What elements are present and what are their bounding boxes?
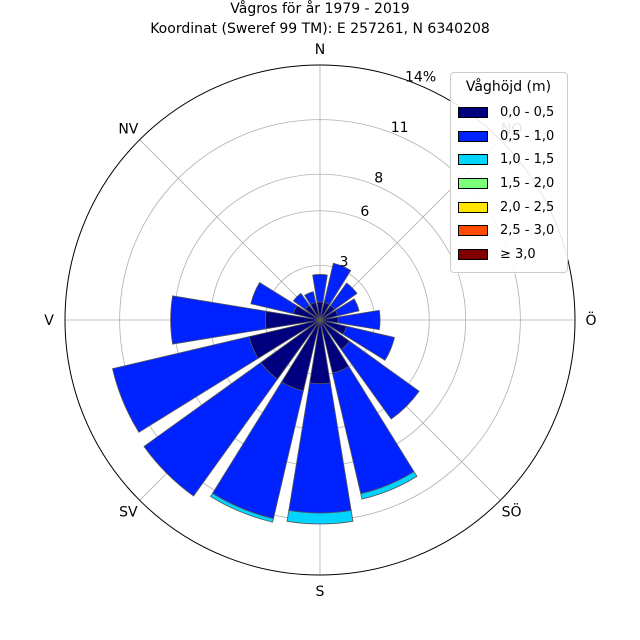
rose-bar-segment <box>334 298 360 317</box>
direction-label: N <box>315 42 325 58</box>
radial-tick-label: 11 <box>391 120 409 136</box>
legend-label: 1,5 - 2,0 <box>500 176 555 192</box>
legend-item: 1,0 - 1,5 <box>458 148 559 172</box>
legend-item: 2,5 - 3,0 <box>458 219 559 243</box>
rose-bar-segment <box>360 471 418 500</box>
legend-item: 0,5 - 1,0 <box>458 125 559 149</box>
rose-bar-segment <box>340 340 420 420</box>
legend-swatch <box>458 248 488 260</box>
rose-bar-segment <box>250 282 298 315</box>
chart-title-line2: Koordinat (Sweref 99 TM): E 257261, N 63… <box>150 21 490 37</box>
legend-swatch <box>458 178 488 190</box>
legend-item: ≥ 3,0 <box>458 243 559 267</box>
radial-tick-label: 14% <box>405 69 436 85</box>
legend-swatch <box>458 201 488 213</box>
direction-label: S <box>316 584 325 600</box>
direction-label: SÖ <box>502 503 522 521</box>
legend-label: 2,5 - 3,0 <box>500 223 555 239</box>
legend-title: Våghöjd (m) <box>465 79 552 95</box>
rose-bar-segment <box>312 274 328 303</box>
legend-entries: 0,0 - 0,5 0,5 - 1,0 1,0 - 1,5 1,5 - 2,0 2,0 … <box>458 101 559 266</box>
rose-bar-segment <box>342 325 395 361</box>
radial-tick-label: 3 <box>339 255 348 271</box>
rose-bar-segment <box>210 492 274 523</box>
legend: Våghöjd (m) 0,0 - 0,5 0,5 - 1,0 1,0 - 1,5 1… <box>450 72 568 274</box>
radial-tick-label: 8 <box>374 170 383 186</box>
radial-tick-label: 6 <box>360 204 369 220</box>
direction-label: Ö <box>585 311 596 329</box>
rose-bar-segment <box>112 336 259 433</box>
legend-label: ≥ 3,0 <box>500 246 536 262</box>
legend-swatch <box>458 225 488 237</box>
legend-label: 2,0 - 2,5 <box>500 199 555 215</box>
polar-frame <box>64 64 576 576</box>
legend-label: 0,5 - 1,0 <box>500 128 555 144</box>
legend-swatch <box>458 107 488 119</box>
rose-bar-segment <box>143 361 279 497</box>
direction-label: SV <box>119 505 138 521</box>
rose-bar-segment <box>323 262 352 306</box>
legend-swatch <box>458 130 488 142</box>
rose-bar-segment <box>286 510 354 525</box>
legend-item: 1,5 - 2,0 <box>458 172 559 196</box>
rose-bars <box>112 262 420 525</box>
legend-label: 1,0 - 1,5 <box>500 152 555 168</box>
direction-label: V <box>44 313 54 329</box>
direction-label: NV <box>118 121 138 137</box>
grid-spoke <box>139 139 321 321</box>
rose-bar-segment <box>337 309 381 331</box>
legend-item: 2,0 - 2,5 <box>458 195 559 219</box>
rose-bar-segment <box>304 291 317 306</box>
legend-item: 0,0 - 0,5 <box>458 101 559 125</box>
rose-bar-segment <box>170 295 267 345</box>
rose-bar-segment <box>330 282 358 310</box>
legend-label: 0,0 - 0,5 <box>500 105 555 121</box>
chart-title-line1: Vågros för år 1979 - 2019 <box>230 0 409 17</box>
legend-swatch <box>458 154 488 166</box>
rose-bar-segment <box>292 292 310 310</box>
